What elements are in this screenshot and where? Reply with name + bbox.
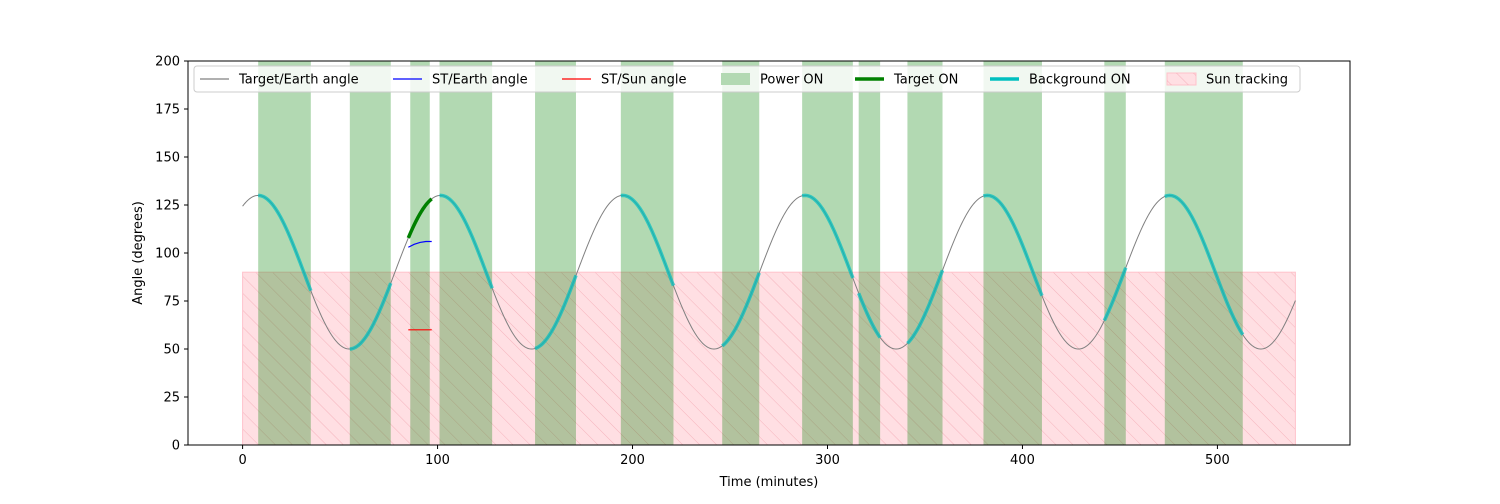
power-on-span	[983, 61, 1042, 445]
legend-label: Target/Earth angle	[238, 73, 359, 88]
background-on-segment	[721, 272, 761, 348]
power-on-span	[722, 61, 760, 445]
y-axis-label: Angle (degrees)	[131, 201, 146, 305]
legend-label: Power ON	[760, 73, 823, 88]
y-tick-label: 0	[172, 439, 180, 454]
legend-swatch-patch	[721, 73, 750, 85]
power-on-span	[1104, 61, 1126, 445]
x-axis-label: Time (minutes)	[719, 475, 819, 490]
y-tick-label: 175	[155, 103, 180, 118]
power-on-span	[439, 61, 493, 445]
x-axis: 0 100 200 300 400 500	[238, 445, 1230, 468]
background-on-segment	[1102, 267, 1128, 322]
legend-label: Background ON	[1029, 73, 1131, 88]
curve-layer	[242, 193, 1296, 351]
y-tick-label: 75	[163, 295, 180, 310]
y-axis: 0 25 50 75 100 125 150 175 200	[155, 55, 188, 454]
x-tick-label: 300	[815, 453, 840, 468]
y-tick-label: 25	[163, 391, 180, 406]
background-on-segment	[857, 292, 882, 339]
legend-label: ST/Earth angle	[432, 73, 528, 88]
sun-tracking-layer	[242, 271, 1296, 445]
legend-label: Target ON	[893, 73, 958, 88]
x-tick-label: 0	[238, 453, 246, 468]
y-tick-label: 100	[155, 247, 180, 262]
background-on-segment	[258, 193, 313, 292]
power-on-span	[620, 61, 674, 445]
legend-label: Sun tracking	[1206, 73, 1288, 88]
y-tick-label: 150	[155, 151, 180, 166]
sun-tracking-hatch	[242, 272, 1296, 445]
x-tick-label: 100	[425, 453, 450, 468]
background-on-segment	[906, 269, 945, 345]
power-on-span	[907, 61, 943, 445]
background-on-segment	[349, 282, 393, 351]
background-on-segment	[620, 193, 676, 287]
y-tick-label: 50	[163, 343, 180, 358]
power-on-span	[802, 61, 853, 445]
y-tick-label: 125	[155, 199, 180, 214]
x-tick-label: 400	[1010, 453, 1035, 468]
legend-swatch-hatch-lines	[1167, 73, 1196, 85]
background-on-segment	[982, 193, 1044, 297]
legend: Target/Earth angle ST/Earth angle ST/Sun a…	[193, 65, 1301, 93]
power-on-span	[258, 61, 311, 445]
legend-label: ST/Sun angle	[601, 73, 687, 88]
st-earth-angle-line	[408, 240, 432, 248]
x-tick-label: 500	[1205, 453, 1230, 468]
background-on-segment	[534, 274, 578, 351]
background-on-segment	[1164, 193, 1245, 336]
power-on-layer	[258, 61, 1243, 445]
sun-tracking-border	[242, 271, 1296, 445]
power-on-span	[858, 61, 881, 445]
power-on-span	[535, 61, 576, 445]
target-on-segment	[406, 197, 433, 239]
power-on-span	[349, 61, 391, 445]
y-tick-label: 200	[155, 55, 180, 70]
power-on-span	[410, 61, 430, 445]
background-on-segment	[801, 193, 855, 279]
power-on-span	[1164, 61, 1243, 445]
x-tick-label: 200	[620, 453, 645, 468]
background-on-segment	[439, 193, 494, 289]
